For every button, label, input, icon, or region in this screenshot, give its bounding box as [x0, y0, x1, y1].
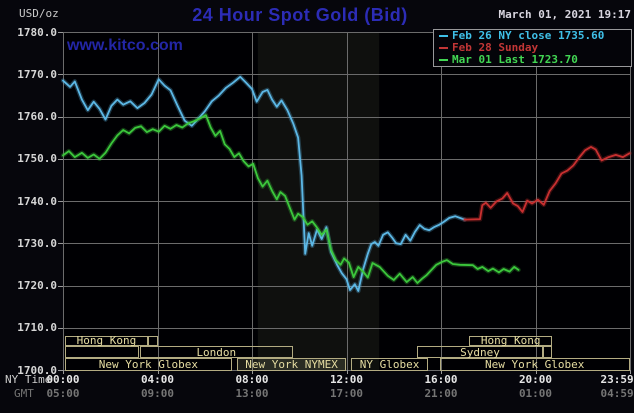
x-axis-label-ny: 23:59: [600, 373, 634, 386]
y-axis-label: 1760.0: [17, 110, 57, 123]
legend-label-mar01: Mar 01 Last 1723.70: [452, 53, 578, 66]
legend-item-feb26: Feb 26 NY close 1735.60: [434, 30, 631, 42]
x-axis-label-gmt: 17:00: [329, 387, 364, 400]
legend-label-feb26: Feb 26 NY close 1735.60: [452, 29, 605, 42]
x-axis-label-ny: 12:00: [329, 373, 364, 386]
x-axis-label-gmt: 09:00: [140, 387, 175, 400]
x-axis-label-gmt: 21:00: [424, 387, 458, 400]
session-box-hong-kong: Hong Kong: [469, 335, 553, 346]
x-axis-label-ny: 00:00: [46, 373, 80, 386]
ny-time-axis-caption: NY Time: [5, 373, 52, 386]
x-axis-label-ny: 08:00: [235, 373, 269, 386]
x-axis-label-gmt: 05:00: [46, 387, 80, 400]
session-box: [542, 345, 553, 358]
y-axis-label: 1740.0: [17, 194, 57, 208]
y-axis-label: 1710.0: [17, 321, 57, 335]
session-box: [148, 336, 158, 346]
legend-item-feb28: Feb 28 Sunday: [434, 42, 631, 54]
session-box: [64, 345, 139, 358]
kitco-watermark: www.kitco.com: [67, 37, 183, 54]
legend-marker-feb26: [439, 35, 448, 37]
x-axis-label-ny: 20:00: [518, 373, 553, 386]
series-line-feb-28-glow: [462, 144, 632, 222]
session-box-new-york-globex: New York Globex: [439, 358, 630, 371]
y-axis-unit-label: USD/oz: [19, 7, 59, 20]
y-axis-label: 1720.0: [17, 279, 57, 292]
gmt-axis-caption: GMT: [14, 387, 34, 400]
series-line-feb-28: [463, 145, 631, 221]
session-box-hong-kong: Hong Kong: [64, 335, 149, 346]
session-box-new-york-globex: New York Globex: [64, 358, 232, 371]
x-axis-label-gmt: 01:00: [518, 387, 553, 400]
page-title: 24 Hour Spot Gold (Bid): [192, 5, 408, 25]
x-axis-label-ny: 04:00: [140, 373, 175, 386]
x-axis-label-gmt: 13:00: [235, 387, 269, 400]
session-box-ny-globex: NY Globex: [351, 358, 428, 371]
legend-marker-mar01: [439, 59, 448, 61]
legend: Feb 26 NY close 1735.60 Feb 28 Sunday Ma…: [433, 29, 632, 67]
x-axis-label-ny: 16:00: [424, 373, 458, 386]
series-line-mar-01: [62, 114, 520, 284]
session-box-london: London: [139, 345, 293, 358]
datetime-label: March 01, 2021 19:17: [498, 8, 631, 21]
y-axis-label: 1700.0: [17, 363, 57, 377]
legend-marker-feb28: [439, 47, 448, 49]
legend-label-feb28: Feb 28 Sunday: [452, 41, 539, 54]
series-line-feb-26: [62, 75, 466, 292]
legend-item-mar01: Mar 01 Last 1723.70: [434, 54, 631, 66]
y-axis-label: 1730.0: [17, 236, 57, 250]
y-axis-label: 1750.0: [17, 152, 57, 166]
x-axis-label-gmt: 04:59: [600, 387, 634, 400]
session-box-new-york-nymex: New York NYMEX: [236, 358, 347, 371]
y-axis-label: 1770.0: [17, 67, 57, 81]
y-axis-label: 1780.0: [17, 25, 57, 39]
session-box-sydney: Sydney: [417, 345, 543, 358]
